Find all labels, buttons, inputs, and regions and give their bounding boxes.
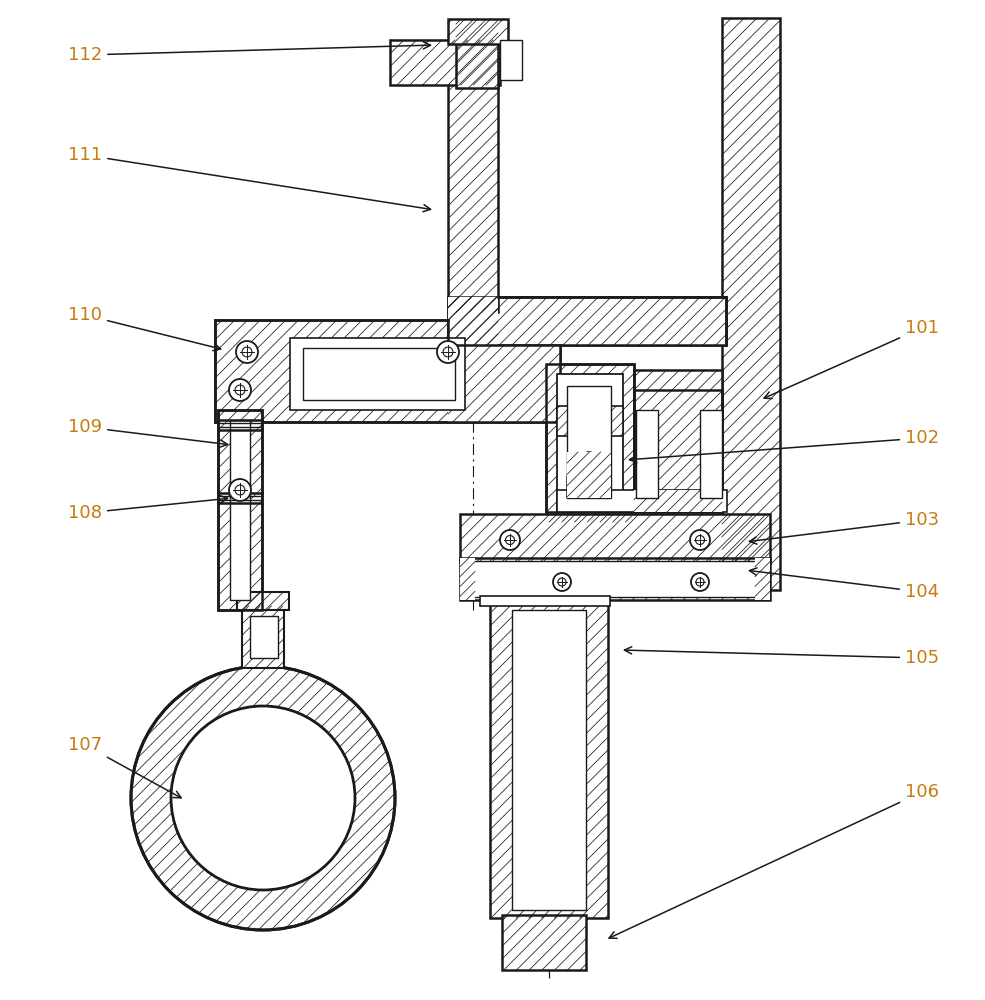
Circle shape	[690, 530, 710, 550]
Circle shape	[171, 706, 355, 890]
Bar	[567, 386, 611, 498]
Circle shape	[229, 479, 251, 501]
Text: 107: 107	[68, 736, 181, 798]
Bar	[390, 40, 500, 85]
Bar	[290, 338, 465, 410]
Bar	[448, 345, 560, 422]
Text: 101: 101	[764, 319, 939, 399]
Bar	[567, 452, 611, 498]
Circle shape	[553, 573, 571, 591]
Bar	[448, 297, 726, 345]
Text: 104: 104	[750, 568, 939, 601]
Bar	[634, 370, 722, 500]
Bar	[460, 558, 770, 600]
Bar	[230, 420, 250, 600]
Text: 103: 103	[750, 511, 939, 544]
Circle shape	[131, 666, 395, 930]
Bar	[557, 490, 727, 512]
Bar	[237, 592, 289, 610]
Bar	[512, 610, 586, 910]
Text: 106: 106	[609, 783, 939, 938]
Bar	[634, 490, 722, 512]
Bar	[215, 320, 560, 422]
Bar	[700, 410, 722, 498]
Text: 111: 111	[68, 146, 430, 212]
Bar	[502, 915, 586, 970]
Bar	[546, 364, 634, 522]
Bar	[636, 410, 658, 498]
Bar	[557, 374, 623, 510]
Bar	[546, 364, 634, 512]
Bar	[448, 50, 498, 312]
Circle shape	[236, 341, 258, 363]
Circle shape	[229, 379, 251, 401]
Text: 110: 110	[68, 306, 221, 351]
Bar	[218, 410, 262, 610]
Circle shape	[235, 385, 245, 395]
Polygon shape	[448, 297, 726, 345]
Circle shape	[558, 578, 566, 586]
Bar	[460, 558, 475, 600]
Bar	[470, 561, 758, 597]
Circle shape	[505, 536, 514, 544]
Circle shape	[443, 347, 453, 357]
Polygon shape	[567, 452, 611, 498]
Circle shape	[696, 578, 704, 586]
Bar	[448, 19, 508, 44]
Text: 112: 112	[68, 42, 430, 64]
Bar	[500, 40, 522, 80]
Bar	[218, 410, 262, 610]
Bar	[242, 606, 284, 668]
Bar	[567, 452, 611, 498]
Circle shape	[235, 485, 245, 495]
Bar	[480, 596, 610, 606]
Circle shape	[691, 573, 709, 591]
Text: 102: 102	[629, 429, 939, 463]
Circle shape	[437, 341, 459, 363]
Bar	[303, 348, 455, 400]
Bar	[722, 18, 780, 590]
Text: 108: 108	[68, 496, 228, 522]
Bar	[448, 297, 498, 345]
Bar	[250, 616, 278, 658]
Bar	[634, 390, 722, 512]
Bar	[456, 20, 498, 88]
Circle shape	[695, 536, 704, 544]
Circle shape	[242, 347, 252, 357]
Text: 109: 109	[68, 418, 228, 447]
Bar	[557, 406, 623, 436]
Text: 105: 105	[624, 647, 939, 667]
Circle shape	[500, 530, 520, 550]
Bar	[755, 558, 770, 600]
Bar	[490, 598, 608, 918]
Bar	[460, 514, 770, 562]
